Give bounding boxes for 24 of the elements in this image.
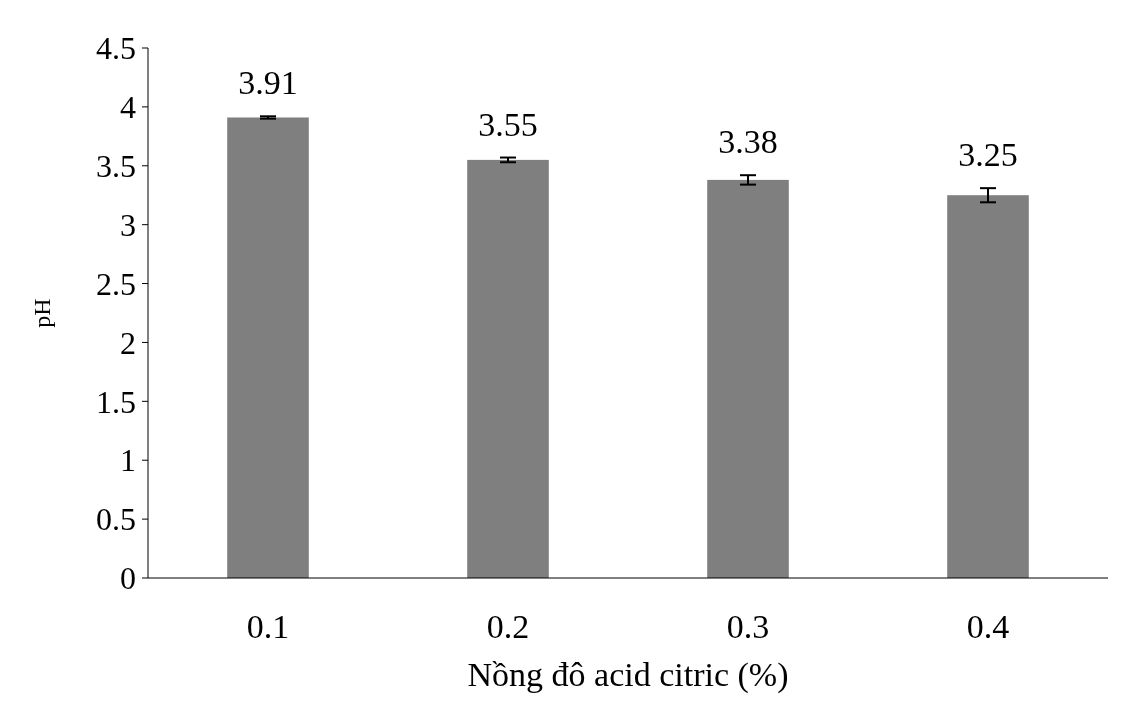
y-tick-label: 4.5	[96, 30, 136, 67]
y-tick-label: 0	[120, 560, 136, 597]
y-tick-label: 2	[120, 324, 136, 361]
y-tick-label: 3.5	[96, 147, 136, 184]
bar	[467, 159, 549, 578]
y-tick-label: 1.5	[96, 383, 136, 420]
bar	[947, 195, 1029, 578]
y-tick-label: 3	[120, 206, 136, 243]
x-tick-label: 0.1	[246, 608, 290, 645]
x-tick-label: 0.3	[726, 608, 770, 645]
data-label: 3.25	[958, 136, 1018, 174]
y-tick-label: 1	[120, 442, 136, 479]
data-label: 3.91	[238, 64, 298, 102]
data-label: 3.38	[718, 123, 778, 161]
x-tick-label: 0.2	[486, 608, 530, 645]
y-tick-label: 0.5	[96, 501, 136, 538]
y-tick-label: 2.5	[96, 265, 136, 302]
bar	[707, 179, 789, 578]
x-tick-label: 0.4	[966, 608, 1010, 645]
bar	[227, 117, 309, 578]
x-axis-title: Nồng đô acid citric (%)	[467, 656, 789, 694]
data-label: 3.55	[478, 105, 538, 143]
y-tick-label: 4	[120, 89, 136, 126]
y-axis-title: pH	[29, 298, 55, 328]
